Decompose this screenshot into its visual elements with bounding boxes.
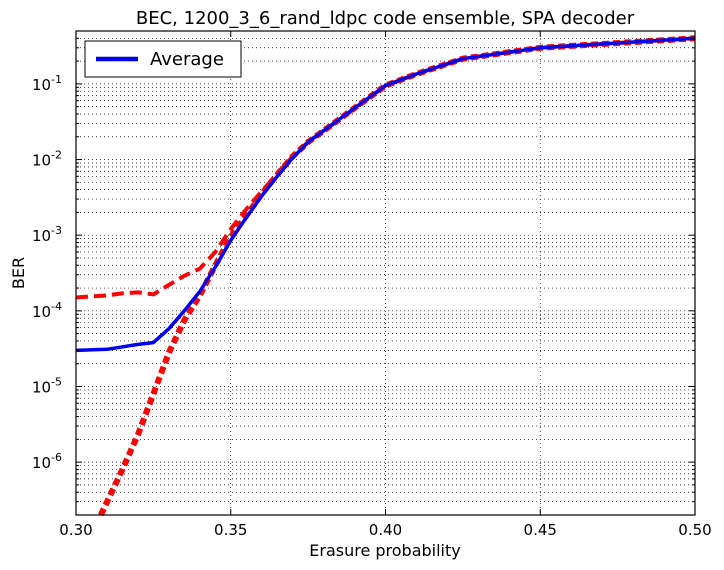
y-tick-exponent: -4 xyxy=(51,300,62,313)
y-tick-base: 10 xyxy=(32,378,51,396)
grid xyxy=(76,31,695,515)
y-tick-exponent: -1 xyxy=(51,73,62,86)
y-tick-label: 10-6 xyxy=(32,451,62,472)
y-tick-exponent: -5 xyxy=(51,375,62,388)
y-tick-label: 10-5 xyxy=(32,375,62,396)
y-tick-exponent: -6 xyxy=(51,451,62,464)
x-tick-label: 0.30 xyxy=(59,521,92,539)
y-tick-label: 10-1 xyxy=(32,73,62,94)
legend: Average xyxy=(84,40,242,78)
y-tick-base: 10 xyxy=(32,76,51,94)
y-tick-exponent: -3 xyxy=(51,224,62,237)
x-tick-label: 0.35 xyxy=(214,521,247,539)
y-tick-base: 10 xyxy=(32,303,51,321)
y-tick-base: 10 xyxy=(32,454,51,472)
x-tick-label: 0.50 xyxy=(678,521,711,539)
y-tick-label: 10-2 xyxy=(32,149,62,170)
x-axis-label: Erasure probability xyxy=(309,541,461,560)
series-line-average xyxy=(75,36,696,353)
y-tick-exponent: -2 xyxy=(51,149,62,162)
y-tick-base: 10 xyxy=(32,227,51,245)
y-tick-base: 10 xyxy=(32,152,51,170)
series-line-dotted-red xyxy=(98,35,696,517)
y-tick-label: 10-3 xyxy=(32,224,62,245)
x-tick-label: 0.40 xyxy=(369,521,402,539)
chart-title: BEC, 1200_3_6_rand_ldpc code ensemble, S… xyxy=(136,8,635,29)
y-tick-label: 10-4 xyxy=(32,300,62,321)
ticks: 0.30 0.35 0.40 0.45 0.5010-610-510-410-310-2… xyxy=(32,31,712,539)
y-axis-label: BER xyxy=(9,257,28,289)
series-lines xyxy=(75,35,696,517)
x-tick-label: 0.45 xyxy=(524,521,557,539)
legend-label-average: Average xyxy=(150,49,224,70)
